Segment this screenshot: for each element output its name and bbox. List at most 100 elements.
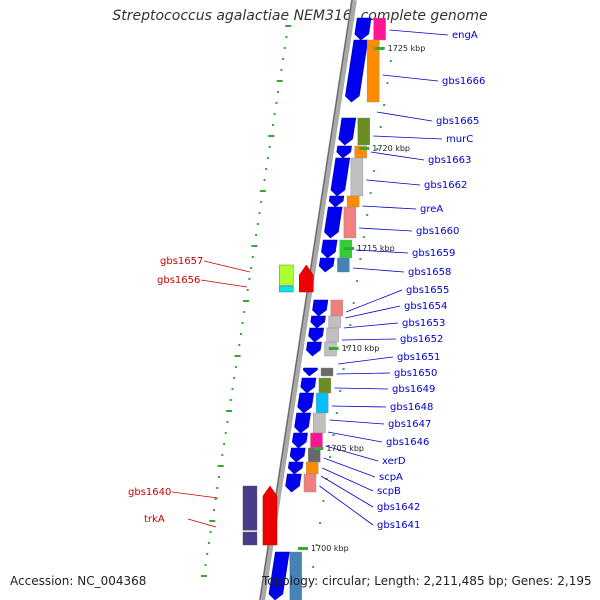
tick-dot [233, 377, 236, 379]
accession-text: Accession: NC_004368 [10, 574, 147, 588]
tick-dot [206, 553, 209, 555]
kbp-tick-mark [374, 47, 385, 50]
gene-label: gbs1666 [442, 76, 485, 87]
tick-dot [251, 245, 258, 247]
kbp-tick-mark [328, 347, 339, 350]
tick-dot [268, 146, 271, 148]
gene-category-box [350, 157, 364, 197]
tick-dot [209, 531, 212, 533]
forward-gene [289, 447, 306, 463]
tick-dot [280, 69, 283, 71]
gene-category-box [326, 327, 339, 343]
tick-dot [349, 324, 352, 326]
tick-dot [342, 368, 345, 370]
gene-labels: engA gbs1666 gbs1665 murC gbs1663 gbs1662 greA… [128, 30, 485, 531]
kbp-tick-label: 1715 kbp [357, 244, 395, 253]
tick-dot [379, 126, 382, 128]
tick-dot [268, 135, 275, 137]
tick-dot [282, 58, 285, 60]
gene-label: gbs1649 [392, 384, 435, 395]
tick-dot [259, 190, 266, 192]
gene-category-box [313, 412, 326, 434]
tick-dot [217, 465, 224, 467]
forward-gene [324, 206, 343, 239]
gene-category-box [343, 206, 357, 239]
label-leader [323, 457, 376, 478]
label-leader [382, 74, 439, 82]
gene-label: gbs1642 [377, 502, 420, 513]
tick-dot [256, 223, 259, 225]
gene-label: gbs1665 [436, 116, 479, 127]
tick-dot [255, 234, 258, 236]
tick-dot [243, 311, 246, 313]
label-leader [362, 205, 417, 210]
label-leader [341, 338, 397, 341]
tick-dot [369, 192, 372, 194]
gene-label: gbs1651 [397, 352, 440, 363]
label-leader [322, 467, 374, 492]
label-leader [203, 260, 251, 273]
tick-dot [263, 179, 266, 181]
kbp-tick-mark [313, 447, 324, 450]
tick-dot [218, 476, 220, 478]
label-leader [373, 135, 443, 140]
tick-dot [258, 212, 261, 214]
gene-label: gbs1652 [400, 334, 443, 345]
gene-category-box [337, 257, 350, 273]
label-leaders [171, 29, 449, 528]
tick-dot [275, 102, 278, 104]
tick-dot [329, 456, 332, 458]
tick-dot [200, 575, 207, 577]
tick-dot [272, 124, 274, 126]
tick-dot [276, 80, 283, 82]
tick-dot [372, 170, 375, 172]
gene-label: gbs1657 [160, 256, 203, 267]
forward-gene [310, 315, 326, 329]
forward-gene [345, 39, 369, 103]
gene-label: gbs1663 [428, 155, 471, 166]
reverse-category-box [279, 264, 294, 286]
label-leader [346, 289, 403, 313]
forward-gene [302, 367, 318, 377]
gene-label: gbs1647 [388, 419, 431, 430]
tick-dot [352, 302, 355, 304]
gene-label: scpB [377, 486, 401, 497]
gene-label: murC [446, 134, 473, 145]
label-leader [366, 179, 421, 186]
tick-dot [265, 168, 268, 170]
gene-label: xerD [382, 456, 406, 467]
label-leader [359, 227, 413, 232]
gene-category-box [366, 39, 380, 103]
label-leader [171, 491, 219, 499]
gene-label: gbs1658 [408, 267, 451, 278]
tick-dot [251, 256, 254, 258]
tick-dot [243, 300, 249, 302]
reverse-category-box [242, 485, 258, 531]
gene-label: gbs1656 [157, 275, 200, 286]
forward-gene [318, 257, 335, 273]
tick-dot [248, 278, 251, 280]
tick-dot [273, 113, 276, 115]
gene-label: greA [420, 204, 443, 215]
label-leader [370, 151, 425, 161]
tick-dot [209, 520, 216, 522]
tick-dot [221, 454, 224, 456]
label-leader [327, 431, 383, 443]
tick-dot [207, 542, 210, 544]
label-leader [389, 29, 449, 36]
label-leader [200, 279, 248, 288]
tick-dot [277, 91, 279, 93]
gene-label: gbs1662 [424, 180, 467, 191]
tick-dot [204, 564, 207, 566]
tick-dot [234, 355, 241, 357]
label-leader [319, 485, 374, 526]
gene-label: gbs1640 [128, 487, 171, 498]
tick-dot [322, 500, 325, 502]
gene-label: gbs1660 [416, 226, 459, 237]
label-leader [336, 372, 391, 375]
forward-gene [285, 473, 302, 493]
tick-dot [213, 509, 215, 511]
tick-dot [359, 258, 362, 260]
outer-tick-dots [200, 25, 392, 577]
gene-category-box [357, 117, 370, 146]
